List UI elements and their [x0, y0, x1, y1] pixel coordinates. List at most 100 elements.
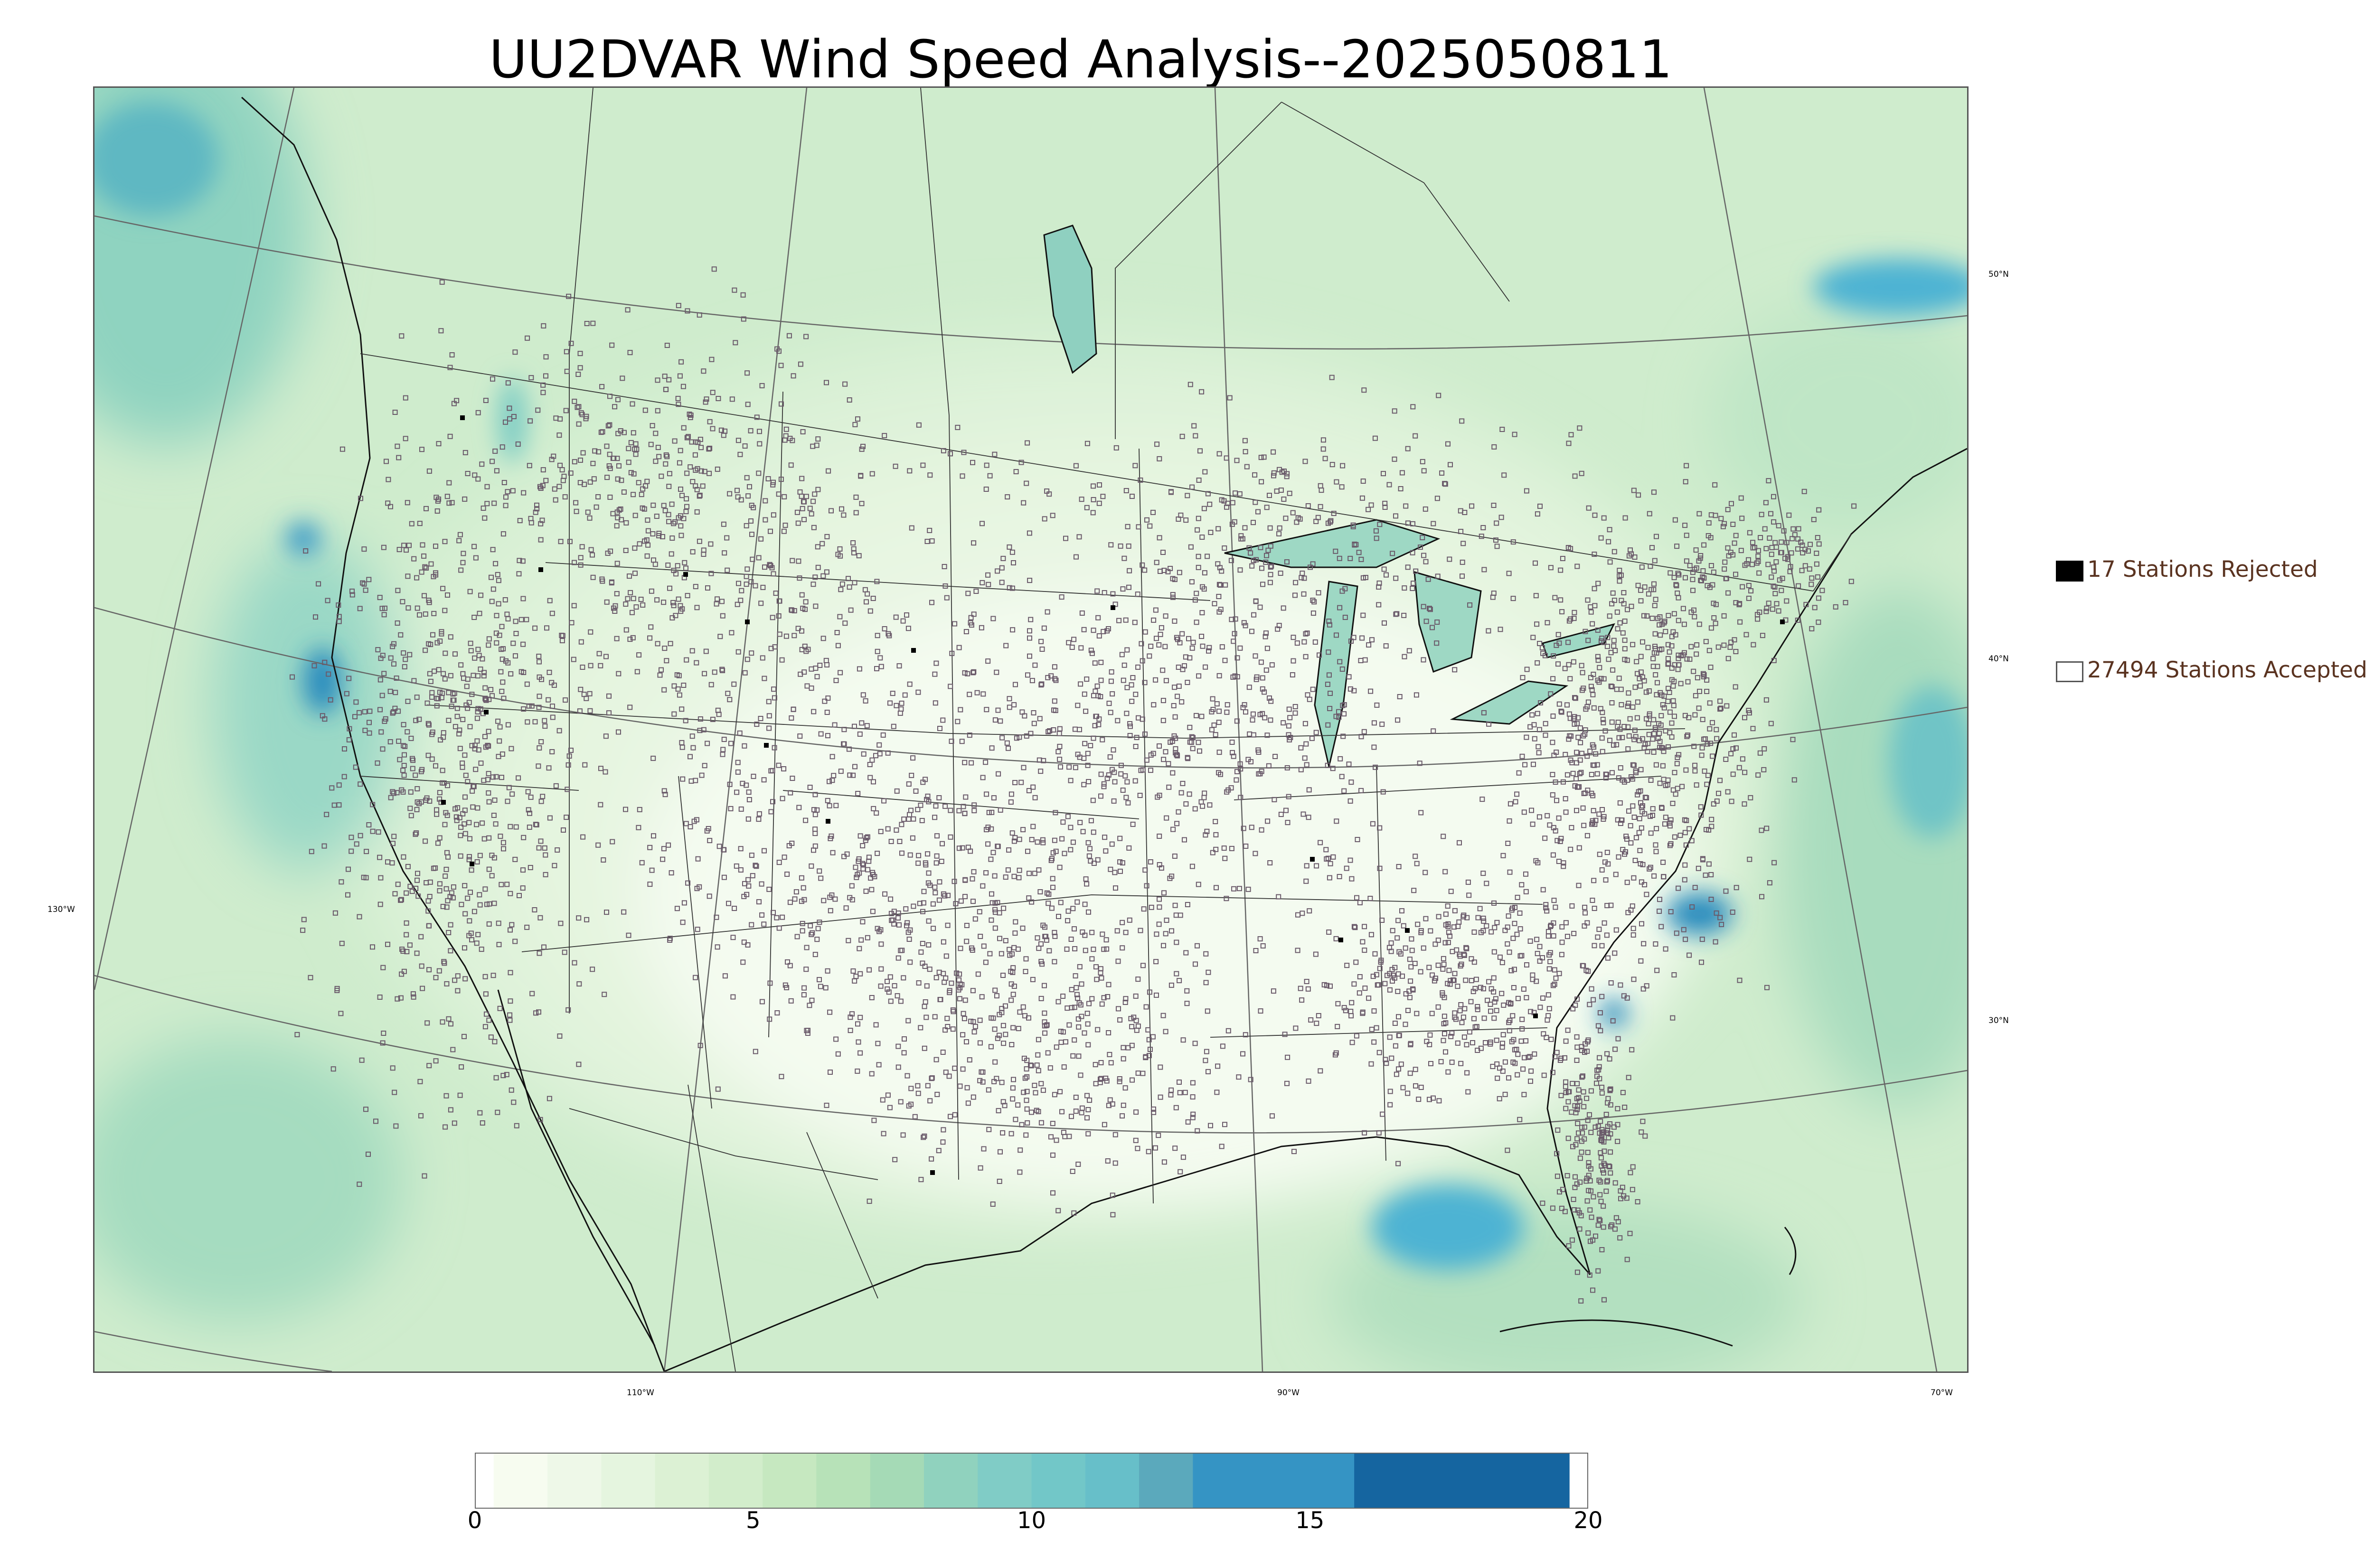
station-accepted-marker — [948, 451, 953, 457]
station-accepted-marker — [1768, 721, 1774, 726]
station-accepted-marker — [1241, 826, 1246, 831]
station-accepted-marker — [1253, 653, 1258, 659]
station-accepted-marker — [1025, 672, 1030, 678]
station-accepted-marker — [715, 596, 720, 602]
station-accepted-marker — [1046, 729, 1051, 734]
station-accepted-marker — [1166, 761, 1171, 767]
station-accepted-marker — [1728, 751, 1734, 757]
station-accepted-marker — [573, 500, 579, 506]
station-accepted-marker — [364, 849, 369, 854]
station-accepted-marker — [1639, 825, 1644, 831]
station-rejected-marker — [1533, 1014, 1538, 1018]
station-accepted-marker — [1099, 975, 1104, 981]
station-accepted-marker — [516, 775, 521, 781]
station-accepted-marker — [390, 1065, 396, 1071]
station-accepted-marker — [458, 853, 463, 859]
station-accepted-marker — [1715, 644, 1721, 650]
station-accepted-marker — [1767, 880, 1772, 886]
station-accepted-marker — [697, 728, 703, 733]
station-accepted-marker — [1267, 580, 1273, 585]
station-accepted-marker — [566, 753, 572, 759]
station-accepted-marker — [1590, 762, 1596, 768]
station-accepted-marker — [346, 737, 352, 742]
station-accepted-marker — [1205, 554, 1210, 559]
station-accepted-marker — [708, 541, 714, 547]
station-accepted-marker — [1696, 558, 1702, 564]
legend-accepted: 27494 Stations Accepted — [2056, 657, 2367, 683]
station-accepted-marker — [1123, 795, 1129, 800]
station-accepted-marker — [553, 497, 558, 503]
station-accepted-marker — [1213, 832, 1219, 837]
station-accepted-marker — [729, 630, 735, 636]
station-accepted-marker — [1600, 710, 1605, 715]
station-accepted-marker — [970, 460, 975, 465]
station-accepted-marker — [1704, 677, 1710, 683]
station-accepted-marker — [402, 664, 407, 669]
station-accepted-marker — [967, 732, 972, 738]
station-accepted-marker — [1172, 902, 1178, 908]
station-accepted-marker — [1171, 703, 1177, 708]
station-accepted-marker — [1725, 789, 1731, 795]
station-accepted-marker — [1267, 525, 1273, 531]
station-accepted-marker — [810, 498, 816, 504]
station-accepted-marker — [1600, 716, 1606, 722]
station-accepted-marker — [576, 981, 582, 987]
station-accepted-marker — [1665, 782, 1670, 788]
station-accepted-marker — [475, 647, 481, 652]
station-accepted-marker — [515, 441, 521, 447]
station-accepted-marker — [1039, 681, 1045, 687]
station-accepted-marker — [1568, 432, 1574, 438]
station-accepted-marker — [414, 830, 419, 836]
map-panel[interactable] — [93, 86, 1969, 1373]
station-accepted-marker — [453, 814, 459, 820]
station-accepted-marker — [1189, 734, 1195, 740]
wind-speed-map[interactable] — [94, 88, 1967, 1371]
station-accepted-marker — [815, 564, 821, 570]
station-accepted-marker — [455, 805, 461, 811]
station-accepted-marker — [702, 671, 707, 676]
station-accepted-marker — [506, 785, 512, 790]
station-accepted-marker — [1686, 952, 1692, 958]
station-accepted-marker — [483, 744, 489, 750]
station-accepted-marker — [409, 889, 415, 894]
station-accepted-marker — [438, 737, 443, 743]
station-accepted-marker — [1670, 698, 1676, 704]
station-accepted-marker — [694, 886, 700, 892]
station-accepted-marker — [1142, 680, 1148, 685]
station-accepted-marker — [662, 646, 668, 651]
station-accepted-marker — [563, 408, 569, 413]
station-accepted-marker — [353, 699, 359, 705]
station-accepted-marker — [1653, 849, 1659, 854]
station-accepted-marker — [708, 682, 714, 687]
station-accepted-marker — [1581, 823, 1587, 828]
station-accepted-marker — [587, 479, 593, 485]
station-accepted-marker — [791, 706, 796, 712]
station-accepted-marker — [1213, 732, 1218, 738]
station-accepted-marker — [434, 640, 440, 646]
station-rejected-marker — [538, 567, 543, 572]
station-accepted-marker — [508, 891, 513, 896]
station-accepted-marker — [757, 441, 763, 447]
station-accepted-marker — [1327, 622, 1332, 628]
station-accepted-marker — [807, 506, 813, 511]
station-accepted-marker — [1593, 751, 1599, 757]
station-accepted-marker — [1667, 570, 1673, 576]
station-accepted-marker — [1038, 638, 1044, 644]
station-accepted-marker — [387, 688, 393, 694]
station-accepted-marker — [969, 760, 974, 766]
station-accepted-marker — [727, 697, 733, 703]
station-accepted-marker — [1317, 652, 1322, 658]
station-accepted-marker — [405, 729, 410, 735]
station-accepted-marker — [419, 569, 424, 575]
station-accepted-marker — [407, 806, 413, 811]
station-accepted-marker — [1243, 844, 1249, 849]
station-accepted-marker — [1535, 511, 1540, 517]
station-accepted-marker — [1480, 915, 1486, 921]
station-accepted-marker — [1584, 833, 1590, 838]
station-accepted-marker — [1373, 764, 1378, 770]
station-accepted-marker — [1264, 646, 1270, 651]
station-accepted-marker — [1684, 656, 1690, 662]
station-accepted-marker — [443, 1093, 449, 1099]
station-accepted-marker — [790, 558, 795, 563]
station-accepted-marker — [587, 691, 593, 696]
